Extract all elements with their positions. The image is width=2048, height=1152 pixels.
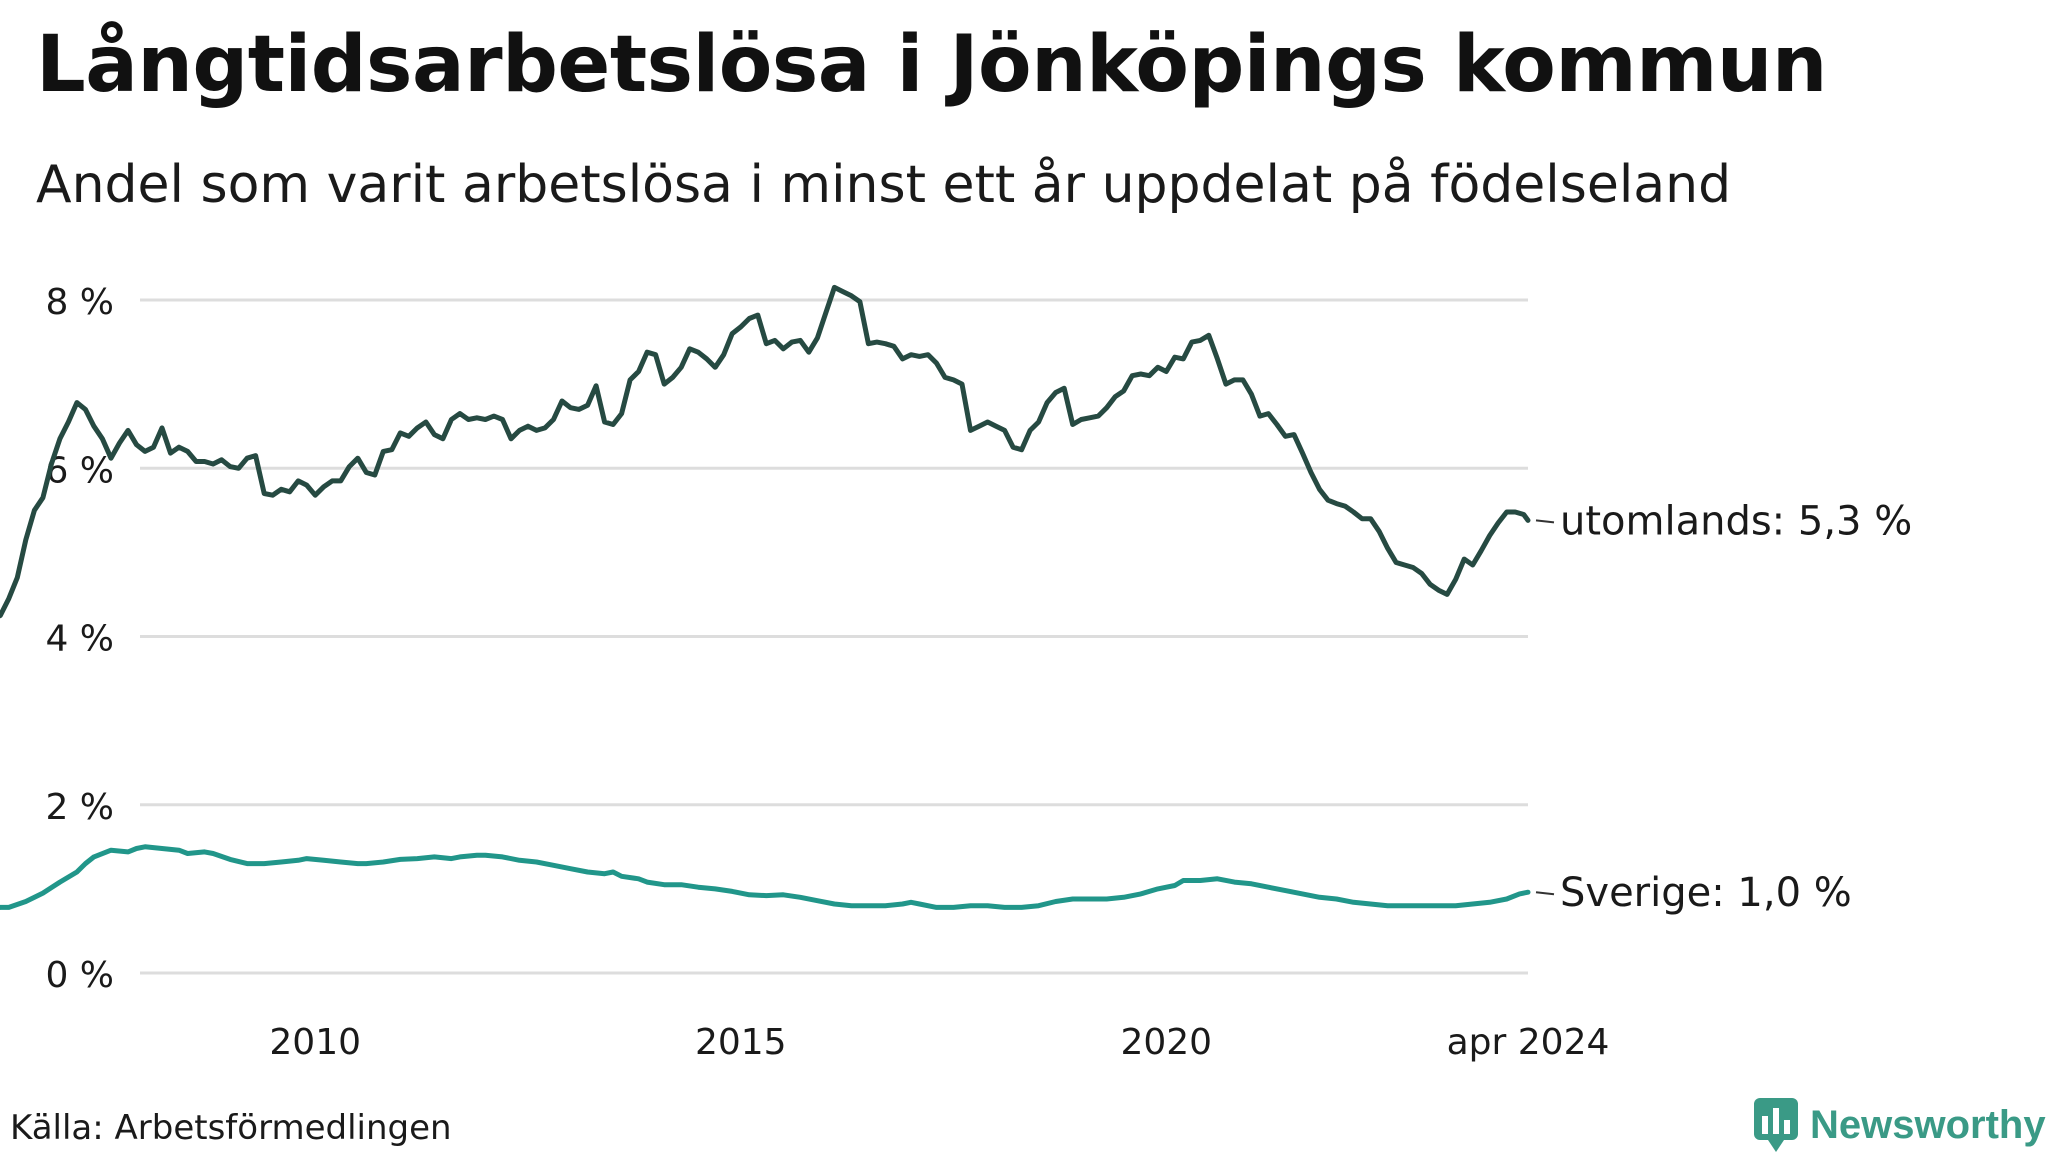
y-tick-label: 0 %	[45, 955, 114, 996]
chart-title: Långtidsarbetslösa i Jönköpings kommun	[36, 20, 1827, 110]
x-tick-label: 2015	[695, 1022, 787, 1063]
y-tick-label: 6 %	[45, 450, 114, 491]
x-tick-label: 2010	[269, 1022, 361, 1063]
source-note: Källa: Arbetsförmedlingen	[10, 1108, 452, 1148]
series-end-label: Sverige: 1,0 %	[1560, 870, 1852, 916]
end-label-leader	[1535, 891, 1555, 896]
chart-subtitle: Andel som varit arbetslösa i minst ett å…	[36, 155, 1732, 215]
brand-name: Newsworthy	[1810, 1102, 2046, 1147]
x-tick-label: 2020	[1120, 1022, 1212, 1063]
brand-logo[interactable]: Newsworthy	[1754, 1098, 2046, 1152]
y-tick-label: 4 %	[45, 619, 114, 660]
line-chart: 0 % 2 % 4 % 6 % 8 % 2010 2015 2020 apr 2024 utoml…	[0, 282, 1912, 1063]
series-line-sverige	[0, 844, 1531, 910]
y-tick-label: 2 %	[45, 787, 114, 828]
newsworthy-logo-icon	[1754, 1098, 1798, 1152]
y-tick-label: 8 %	[45, 282, 114, 323]
x-tick-label: apr 2024	[1447, 1022, 1610, 1063]
series-end-label: utomlands: 5,3 %	[1560, 498, 1912, 544]
end-label-leader	[1535, 519, 1555, 524]
series-line-utomlands	[0, 284, 1531, 619]
